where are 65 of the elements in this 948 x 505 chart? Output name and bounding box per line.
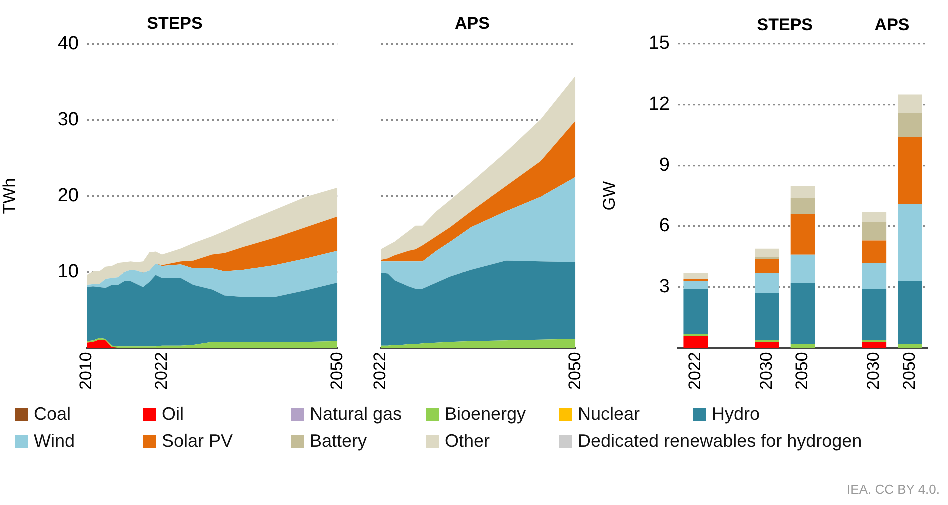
bar xyxy=(862,240,887,264)
text: APS xyxy=(874,16,910,35)
bar xyxy=(684,273,708,280)
bar xyxy=(862,342,887,348)
x-tick-label: 2030 xyxy=(864,352,884,390)
legend-label: Coal xyxy=(34,404,72,425)
x-tick-label: 2030 xyxy=(756,352,776,390)
bar xyxy=(790,186,816,198)
legend-label: Wind xyxy=(34,431,76,452)
y-tick-label: 40 xyxy=(58,34,79,55)
text: STEPS xyxy=(757,16,814,35)
bar xyxy=(862,222,887,241)
x-tick-label: 2050 xyxy=(327,352,346,390)
bar xyxy=(898,281,922,344)
bar xyxy=(898,112,922,138)
x-tick-label: 2010 xyxy=(76,352,96,390)
y-tick-label: 3 xyxy=(659,276,670,298)
bar xyxy=(898,137,922,204)
x-tick-label: 2022 xyxy=(152,352,171,390)
y-tick-label: 6 xyxy=(659,216,670,237)
x-tick-label: 2050 xyxy=(565,352,584,390)
y-tick-label: 9 xyxy=(659,154,670,176)
bar xyxy=(898,94,922,113)
y-tick-label: 10 xyxy=(58,261,79,282)
x-tick-label: 2050 xyxy=(792,352,812,390)
y-axis-title: TWh xyxy=(0,178,19,214)
bar xyxy=(684,334,708,336)
bar xyxy=(755,258,780,274)
x-tick-label: 2022 xyxy=(370,352,390,390)
legend-label: Other xyxy=(445,431,490,452)
legend-label: Hydro xyxy=(712,404,760,425)
y-tick-label: 30 xyxy=(58,110,79,131)
bar xyxy=(755,342,780,348)
y-tick-label: 15 xyxy=(648,33,670,54)
legend-label: Oil xyxy=(162,404,184,425)
legend-label: Battery xyxy=(310,431,368,452)
bar xyxy=(898,204,922,282)
x-tick-label: 2022 xyxy=(686,352,705,390)
bar xyxy=(790,198,816,214)
legend-label: Natural gas xyxy=(310,404,402,425)
chart-title: STEPS xyxy=(147,14,203,33)
legend-label: Dedicated renewables for hydrogen xyxy=(578,431,862,452)
y-tick-label: 12 xyxy=(648,94,670,116)
bar xyxy=(684,289,708,334)
legend-label: Nuclear xyxy=(578,404,640,425)
text: IEA. CC BY 4.0. xyxy=(847,482,940,497)
y-tick-label: 20 xyxy=(58,186,79,207)
bar xyxy=(862,289,887,340)
bar xyxy=(862,212,887,222)
bar xyxy=(755,293,780,340)
bar xyxy=(790,254,816,284)
chart-title: APS xyxy=(455,14,490,33)
y-axis-title: GW xyxy=(600,181,619,211)
bar xyxy=(684,336,708,348)
bar xyxy=(684,281,708,290)
bar xyxy=(862,263,887,290)
bar xyxy=(898,344,922,348)
bar xyxy=(790,214,816,255)
legend-label: Solar PV xyxy=(162,431,234,452)
x-tick-label: 2050 xyxy=(900,352,919,390)
bar xyxy=(755,273,780,294)
bar xyxy=(790,344,816,348)
bar xyxy=(755,248,780,257)
legend-label: Bioenergy xyxy=(445,404,526,425)
bar xyxy=(790,283,816,344)
